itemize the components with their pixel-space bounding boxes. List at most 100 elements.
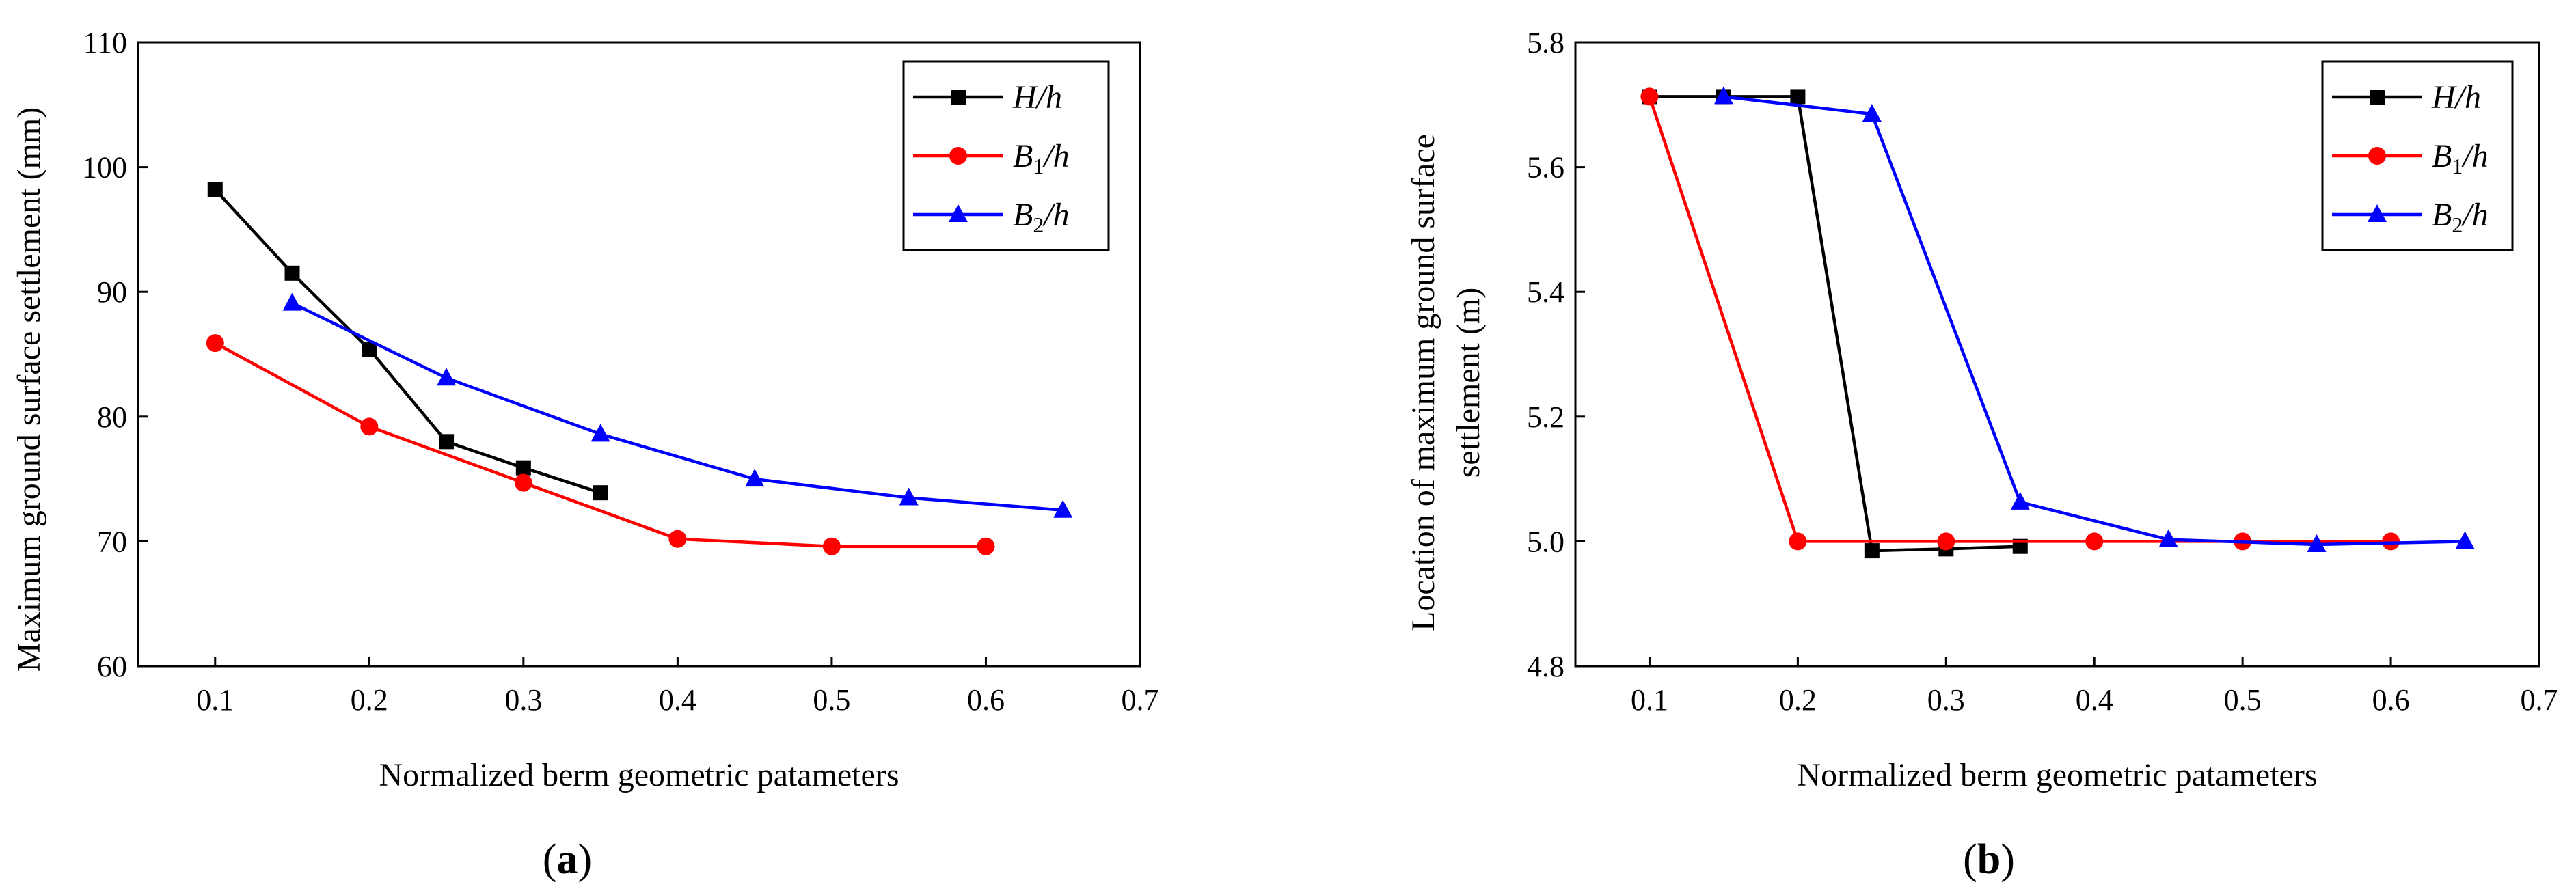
series-line: [1723, 95, 2465, 547]
series-line: [1648, 96, 2391, 543]
series-b2-h: [1713, 86, 2475, 552]
plot-area-a: 0.1 0.2 0.3 0.4 0.5 0.6 0.7 60 70 80 90 100 110 H/h B1…: [82, 26, 1159, 717]
legend-entry: B1/h: [913, 138, 1070, 178]
legend-entry: B2/h: [2332, 197, 2489, 237]
series-h-h: [207, 182, 608, 501]
plot-area-b: 0.1 0.2 0.3 0.4 0.5 0.6 0.7 4.8 5.0 5.2 5.4 5.6 5.8 H…: [1527, 26, 2558, 717]
y-tick-label: 110: [83, 26, 127, 59]
legend-entry: H/h: [913, 79, 1062, 115]
data-point-marker: [949, 147, 967, 165]
x-tick-label: 0.4: [659, 683, 696, 717]
x-tick-label: 0.5: [2224, 683, 2262, 717]
x-tick-label: 0.2: [351, 683, 388, 717]
x-tick-label: 0.1: [196, 683, 234, 717]
x-tick-label: 0.7: [2521, 683, 2558, 717]
legend-label: B1/h: [1013, 138, 1070, 178]
x-tick-label: 0.5: [813, 683, 850, 717]
data-point-marker: [2368, 147, 2386, 165]
data-point-marker: [2382, 532, 2400, 551]
panel-label-b: (b): [1963, 836, 2015, 883]
y-tick-label: 5.2: [1527, 400, 1564, 434]
y-tick-label: 5.4: [1527, 275, 1564, 309]
series-line: [1649, 95, 2020, 553]
data-point-marker: [1937, 532, 1955, 551]
data-point-marker: [1713, 86, 1733, 105]
legend-entry: B2/h: [913, 197, 1070, 237]
data-point-marker: [284, 265, 300, 281]
legend-label: B1/h: [2432, 138, 2489, 178]
legend-entry: B1/h: [2332, 138, 2489, 178]
data-point-marker: [515, 460, 531, 476]
data-point-marker: [591, 424, 610, 442]
x-tick-label: 0.6: [967, 683, 1005, 717]
data-point-marker: [668, 530, 687, 548]
y-tick-label: 60: [97, 650, 127, 683]
data-point-marker: [2158, 529, 2178, 547]
data-point-marker: [439, 434, 455, 450]
series-line: [214, 342, 986, 548]
data-point-marker: [362, 342, 377, 357]
y-tick-label: 70: [97, 525, 127, 558]
y-tick-label: 5.8: [1527, 26, 1564, 59]
series-b1-h: [206, 334, 995, 555]
y-tick-label: 90: [97, 275, 127, 309]
x-tick-label: 0.2: [1779, 683, 1817, 717]
data-point-marker: [437, 368, 457, 386]
series-h-h: [1642, 89, 2028, 559]
y-tick-label: 100: [82, 151, 127, 184]
data-point-marker: [951, 90, 966, 105]
data-point-marker: [1789, 532, 1807, 551]
series-b2-h: [282, 292, 1073, 518]
legend-label: B2/h: [2432, 197, 2489, 237]
data-point-marker: [360, 417, 379, 436]
series-line: [214, 188, 601, 495]
y-tick-label: 5.0: [1527, 525, 1564, 558]
y-tick-label: 4.8: [1527, 650, 1564, 683]
y-tick-label: 5.6: [1527, 151, 1564, 184]
data-point-marker: [977, 537, 995, 555]
data-point-marker: [2368, 204, 2387, 222]
data-point-marker: [745, 469, 765, 487]
x-tick-label: 0.7: [1122, 683, 1159, 717]
data-point-marker: [2085, 532, 2104, 551]
data-point-marker: [282, 292, 302, 311]
data-point-marker: [822, 537, 841, 555]
data-point-marker: [1053, 499, 1073, 518]
x-axis-label: Normalized berm geometric patameters: [1798, 757, 2318, 793]
data-point-marker: [2307, 534, 2327, 552]
data-point-marker: [1864, 543, 1880, 559]
x-axis-label: Normalized berm geometric patameters: [379, 757, 899, 793]
x-tick-label: 0.4: [2076, 683, 2113, 717]
x-tick-label: 0.6: [2372, 683, 2410, 717]
legend: H/h B1/h B2/h: [902, 60, 1110, 251]
data-point-marker: [1790, 89, 1806, 105]
data-point-marker: [514, 473, 532, 492]
data-point-marker: [206, 334, 224, 353]
data-point-marker: [1640, 87, 1659, 106]
x-tick-label: 0.1: [1631, 683, 1668, 717]
series-b1-h: [1640, 87, 2400, 551]
data-point-marker: [207, 182, 223, 197]
data-point-marker: [593, 485, 608, 501]
y-axis-label-line2: settlement (m): [1450, 288, 1487, 478]
data-point-marker: [949, 204, 968, 222]
legend-label: B2/h: [1013, 197, 1070, 237]
chart-panel-b: 0.1 0.2 0.3 0.4 0.5 0.6 0.7 4.8 5.0 5.2 5.4 5.6 5.8 H…: [1405, 26, 2558, 883]
y-tick-label: 80: [97, 400, 127, 434]
data-point-marker: [2455, 531, 2475, 549]
panel-label-a: (a): [543, 836, 592, 883]
legend: H/h B1/h B2/h: [2321, 60, 2514, 251]
x-tick-label: 0.3: [504, 683, 542, 717]
legend-label: H/h: [2431, 79, 2481, 115]
plot-frame: [137, 41, 1141, 668]
plot-frame: [1574, 41, 2540, 668]
data-point-marker: [2370, 90, 2385, 105]
chart-panel-a: 0.1 0.2 0.3 0.4 0.5 0.6 0.7 60 70 80 90 100 110 H/h B1…: [11, 26, 1159, 883]
data-point-marker: [2010, 491, 2030, 510]
legend-entry: H/h: [2332, 79, 2481, 115]
data-point-marker: [899, 487, 919, 506]
data-point-marker: [1862, 103, 1882, 122]
x-tick-label: 0.3: [1927, 683, 1965, 717]
legend-label: H/h: [1012, 79, 1062, 115]
